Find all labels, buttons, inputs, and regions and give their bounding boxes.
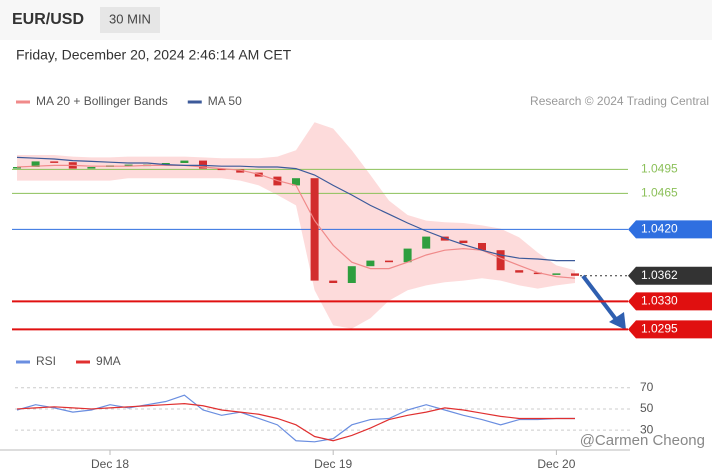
candle	[496, 250, 505, 271]
candle	[533, 272, 542, 275]
legend-label: RSI	[36, 354, 56, 368]
candle	[199, 160, 207, 169]
candle	[161, 163, 170, 165]
candle	[310, 178, 319, 281]
candle	[180, 160, 189, 163]
candle	[236, 169, 245, 173]
timeframe[interactable]: 30 MIN	[109, 11, 151, 26]
subtitle: Friday, December 20, 2024 2:46:14 AM CET	[16, 47, 292, 63]
y-tick-label: 30	[640, 422, 654, 436]
candle	[329, 280, 338, 283]
level-box	[628, 292, 712, 311]
legend-label: MA 50	[208, 94, 242, 108]
candle	[403, 248, 412, 263]
level-label: 1.0420	[641, 222, 678, 236]
level-label: 1.0295	[641, 322, 678, 336]
level-box	[628, 220, 712, 239]
ma-line	[16, 156, 575, 262]
level-label: 1.0465	[641, 186, 678, 200]
candle	[31, 161, 40, 167]
candle	[459, 240, 468, 243]
candle	[347, 266, 356, 283]
candle	[552, 273, 561, 275]
level-label: 1.0330	[641, 294, 678, 308]
candle	[217, 168, 226, 171]
forecast-arrow-head	[609, 312, 626, 330]
candle	[13, 167, 21, 169]
forecast-arrow	[581, 274, 620, 324]
candle	[515, 270, 524, 273]
legend-label: 9MA	[96, 354, 121, 368]
x-tick-label: Dec 19	[314, 457, 352, 471]
level-label: 1.0495	[641, 162, 678, 176]
series-line	[16, 403, 575, 442]
symbol: EUR/USD	[12, 11, 84, 28]
candle	[571, 273, 579, 276]
y-tick-label: 50	[640, 401, 654, 415]
candle	[292, 178, 300, 186]
level-label: 1.0362	[641, 268, 678, 282]
x-tick-label: Dec 18	[91, 457, 129, 471]
y-tick-label: 70	[640, 380, 654, 394]
candle	[50, 161, 59, 163]
x-tick-label: Dec 20	[537, 457, 575, 471]
legend-label: MA 20 + Bollinger Bands	[36, 94, 168, 108]
bollinger-band	[17, 122, 575, 329]
source: Research © 2024 Trading Central	[530, 94, 709, 108]
watermark: @Carmen Cheong	[580, 432, 705, 449]
candle	[87, 167, 96, 169]
candle	[124, 164, 133, 167]
candle	[422, 236, 431, 249]
level-box	[628, 266, 712, 285]
timeframe-box[interactable]	[100, 7, 160, 33]
candle	[366, 260, 375, 267]
candle	[385, 260, 393, 263]
level-box	[628, 320, 712, 339]
series-line	[16, 394, 575, 443]
candle	[478, 243, 486, 251]
